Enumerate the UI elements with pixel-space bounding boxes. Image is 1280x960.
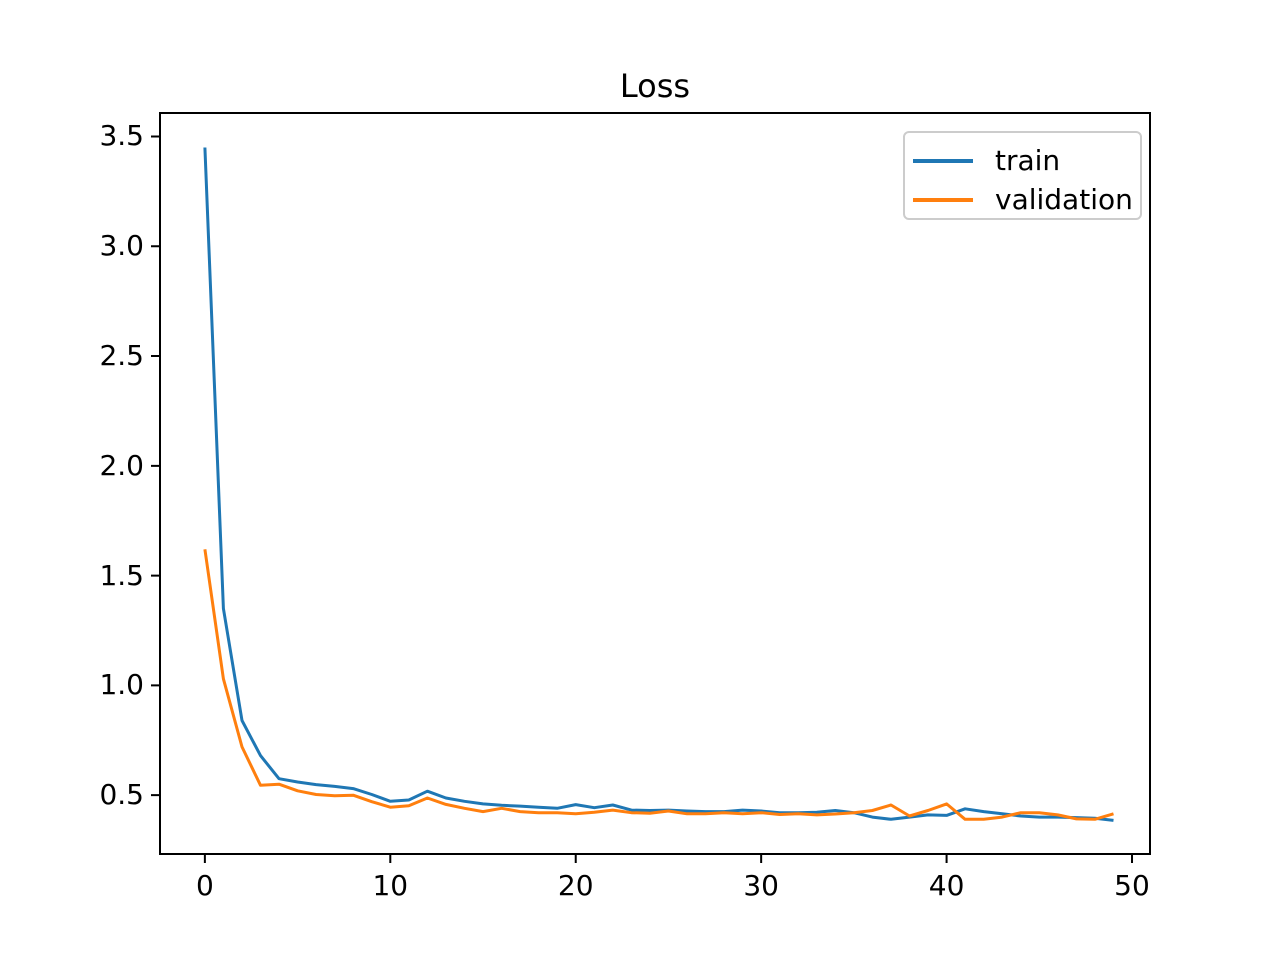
y-tick-label: 3.5 xyxy=(99,119,144,153)
x-tick-label: 20 xyxy=(557,869,594,902)
x-tick-label: 50 xyxy=(1114,869,1150,902)
train-line xyxy=(203,147,1114,822)
legend-label-validation: validation xyxy=(995,182,1133,216)
y-tick-label: 0.5 xyxy=(99,778,144,812)
y-tick-label: 1.5 xyxy=(99,558,144,592)
y-tick-label: 2.5 xyxy=(99,339,144,373)
train-line-sample xyxy=(913,158,973,163)
x-tick-label: 30 xyxy=(743,869,779,902)
y-tick-label: 3.0 xyxy=(99,229,144,263)
y-tick-label: 2.0 xyxy=(99,448,144,482)
axes-frame xyxy=(159,112,1151,855)
tick-marks xyxy=(151,135,1134,863)
x-tick-label: 0 xyxy=(195,869,214,902)
x-tick-label: 40 xyxy=(928,869,965,902)
validation-line xyxy=(203,549,1114,821)
legend-item-train: train xyxy=(913,142,1140,179)
legend-item-validation: validation xyxy=(913,181,1140,218)
y-tick-label: 1.0 xyxy=(99,668,144,702)
legend: train validation xyxy=(903,131,1142,220)
legend-label-train: train xyxy=(995,143,1061,177)
x-tick-label: 10 xyxy=(372,869,409,902)
validation-line-sample xyxy=(913,197,973,202)
chart-title: Loss xyxy=(619,67,691,105)
